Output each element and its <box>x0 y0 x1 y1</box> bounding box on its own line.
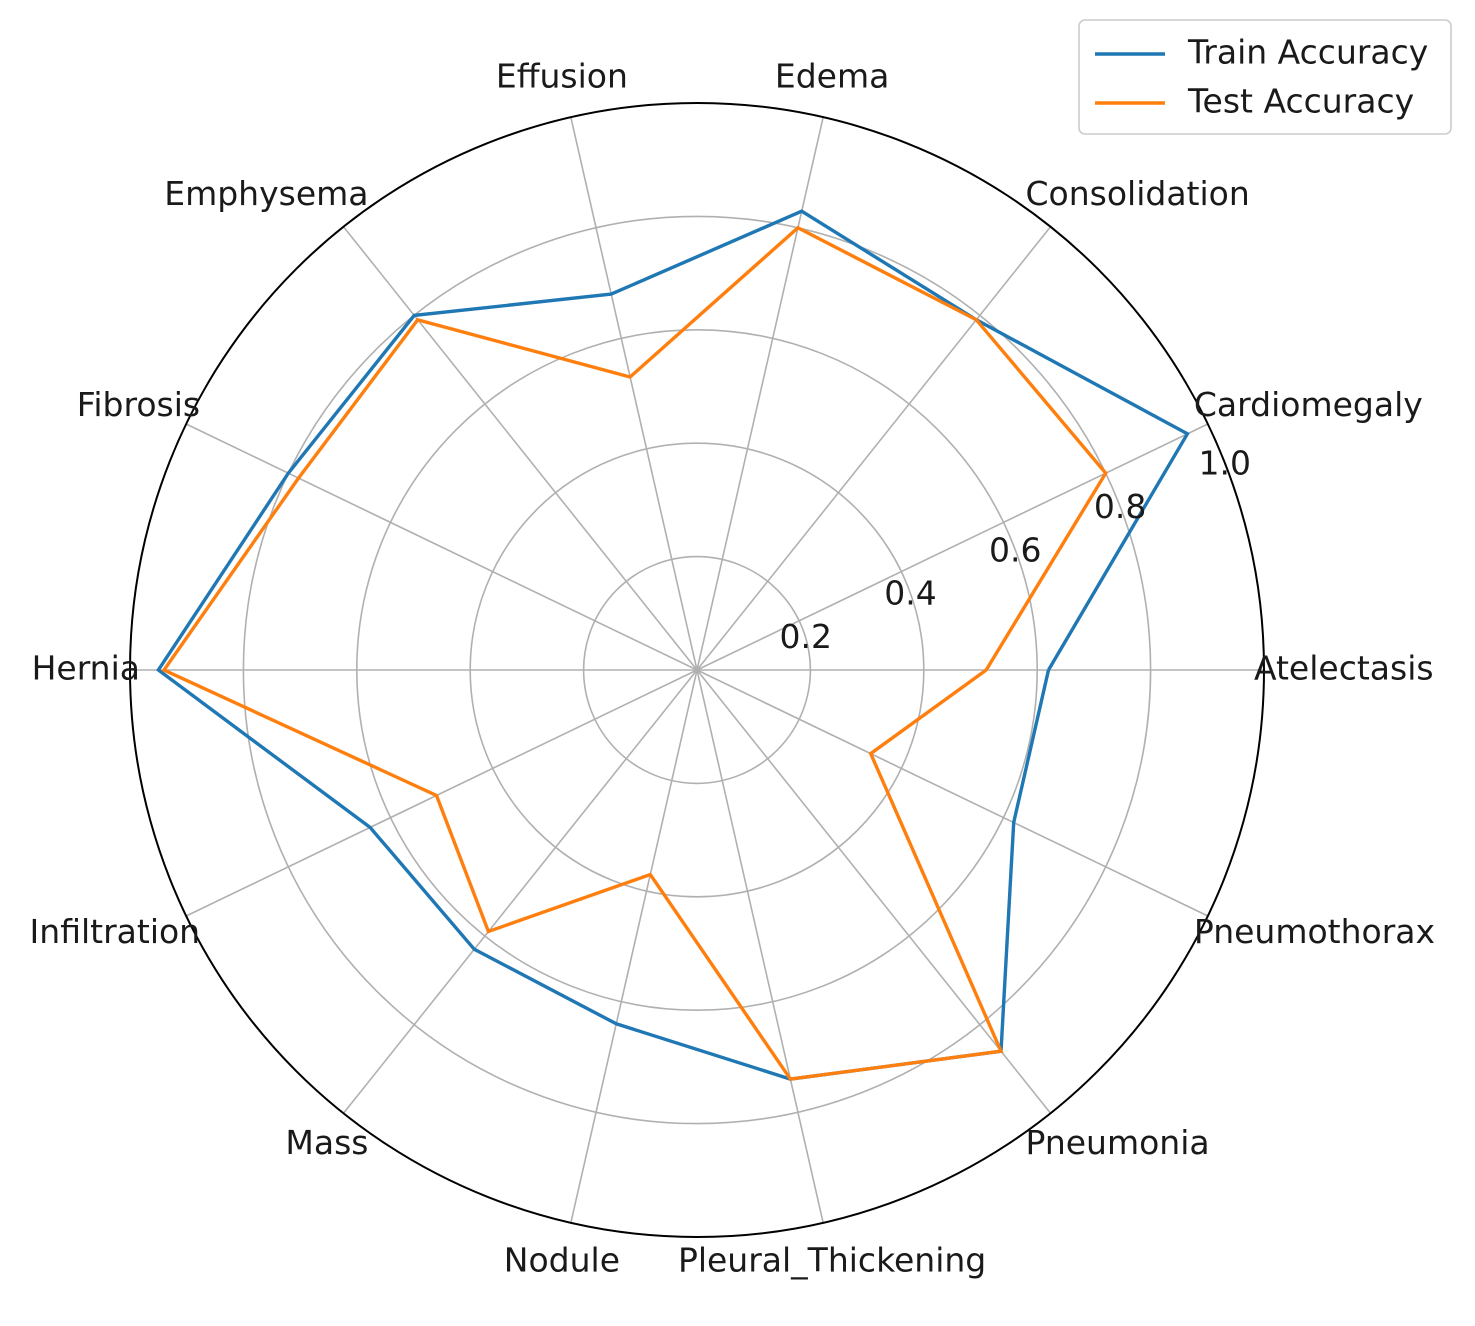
radial-tick-labels: 0.2 0.4 0.6 0.8 1.0 <box>780 444 1251 657</box>
category-label-infiltration: Infiltration <box>30 912 201 951</box>
legend: Train Accuracy Test Accuracy <box>1078 19 1452 135</box>
legend-label-0: Train Accuracy <box>1187 33 1428 72</box>
category-label-pneumonia: Pneumonia <box>1026 1123 1210 1162</box>
series-line-train-accuracy <box>156 209 1190 1081</box>
category-label-mass: Mass <box>285 1123 368 1162</box>
category-label-cardiomegaly: Cardiomegaly <box>1194 385 1423 424</box>
r-tick-label: 0.2 <box>780 617 832 656</box>
series-line-test-accuracy <box>161 225 1108 1081</box>
category-labels: Atelectasis Cardiomegaly Consolidation Edem… <box>30 57 1436 1280</box>
spoke-consolidation <box>696 226 1052 671</box>
spoke-pneumonia <box>696 669 1052 1114</box>
r-tick-label: 0.8 <box>1094 487 1146 526</box>
legend-label-1: Test Accuracy <box>1187 82 1414 121</box>
legend-box <box>1078 19 1452 135</box>
category-label-atelectasis: Atelectasis <box>1254 649 1434 688</box>
spoke-edema <box>696 117 824 671</box>
category-label-hernia: Hernia <box>32 649 140 688</box>
spoke-cardiomegaly <box>696 423 1209 671</box>
radar-series <box>156 209 1190 1081</box>
r-tick-label: 0.6 <box>989 530 1041 569</box>
category-label-nodule: Nodule <box>504 1240 620 1279</box>
category-label-pleural_thickening: Pleural_Thickening <box>678 1240 986 1279</box>
spoke-pneumothorax <box>696 669 1209 917</box>
spoke-emphysema <box>342 226 698 671</box>
spoke-pleural_thickening <box>696 669 824 1223</box>
spoke-nodule <box>570 669 698 1223</box>
spoke-infiltration <box>185 669 698 917</box>
category-label-effusion: Effusion <box>496 57 628 96</box>
category-label-edema: Edema <box>775 57 889 96</box>
category-label-fibrosis: Fibrosis <box>77 385 200 424</box>
spoke-fibrosis <box>185 423 698 671</box>
category-label-emphysema: Emphysema <box>164 174 368 213</box>
r-tick-label: 1.0 <box>1199 444 1251 483</box>
radar-spokes <box>130 117 1264 1223</box>
radar-outer-frame <box>129 102 1265 1238</box>
spoke-effusion <box>570 117 698 671</box>
spoke-mass <box>342 669 698 1114</box>
category-label-consolidation: Consolidation <box>1026 174 1250 213</box>
r-tick-label: 0.4 <box>884 574 936 613</box>
category-label-pneumothorax: Pneumothorax <box>1194 912 1435 951</box>
